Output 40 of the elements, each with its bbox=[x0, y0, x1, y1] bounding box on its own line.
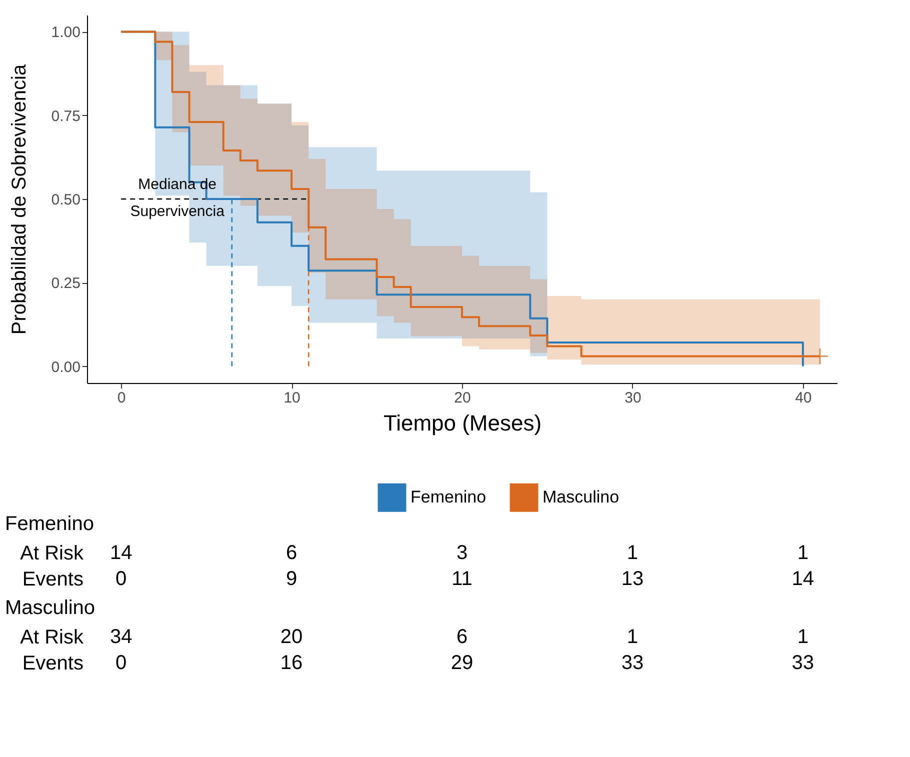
y-axis-title: Probabilidad de Sobrevivencia bbox=[8, 64, 30, 335]
chart-title: Femenino bbox=[5, 513, 94, 535]
data-label: 6 bbox=[286, 542, 298, 564]
x-axis-title: Tiempo (Meses) bbox=[383, 410, 542, 436]
legend-label: Femenino bbox=[410, 488, 486, 507]
y-tick-label: At Risk bbox=[20, 542, 84, 564]
data-label: 1 bbox=[797, 626, 808, 648]
legend-label: Masculino bbox=[542, 488, 620, 507]
chart-title: Masculino bbox=[5, 597, 96, 619]
x-tick-label: 30 bbox=[624, 390, 642, 406]
y-tick-label: 1.00 bbox=[51, 24, 80, 42]
data-label: 13 bbox=[621, 568, 644, 590]
x-tick-label: 20 bbox=[454, 390, 471, 406]
y-tick-label: Events bbox=[22, 568, 84, 590]
data-label: 20 bbox=[280, 626, 303, 648]
data-label: 0 bbox=[116, 652, 127, 674]
data-label: 34 bbox=[110, 626, 132, 648]
data-label: 29 bbox=[450, 652, 474, 674]
data-label: 9 bbox=[286, 568, 298, 590]
x-tick-label: 10 bbox=[284, 390, 300, 406]
y-tick-label: 0.25 bbox=[51, 275, 80, 292]
data-label: 33 bbox=[621, 652, 644, 674]
y-tick-label: At Risk bbox=[20, 626, 84, 648]
data-label: 11 bbox=[452, 568, 472, 590]
data-label: 14 bbox=[110, 542, 132, 564]
y-tick-label: 0.00 bbox=[51, 358, 80, 376]
x-tick-label: 40 bbox=[795, 390, 812, 406]
y-tick-label: 0.75 bbox=[51, 108, 80, 125]
data-label: 1 bbox=[626, 542, 638, 564]
data-label: 33 bbox=[792, 652, 814, 674]
data-label: 16 bbox=[280, 652, 303, 674]
data-label: 1 bbox=[626, 626, 638, 648]
data-label: 3 bbox=[456, 542, 468, 564]
data-label: 0 bbox=[116, 568, 127, 590]
data-label: 14 bbox=[792, 568, 814, 590]
data-label: 1 bbox=[797, 542, 808, 564]
y-tick-label: Events bbox=[22, 652, 84, 674]
y-tick-label: 0.50 bbox=[51, 192, 80, 208]
x-tick-label: 0 bbox=[117, 390, 126, 406]
data-label: 6 bbox=[456, 626, 468, 648]
